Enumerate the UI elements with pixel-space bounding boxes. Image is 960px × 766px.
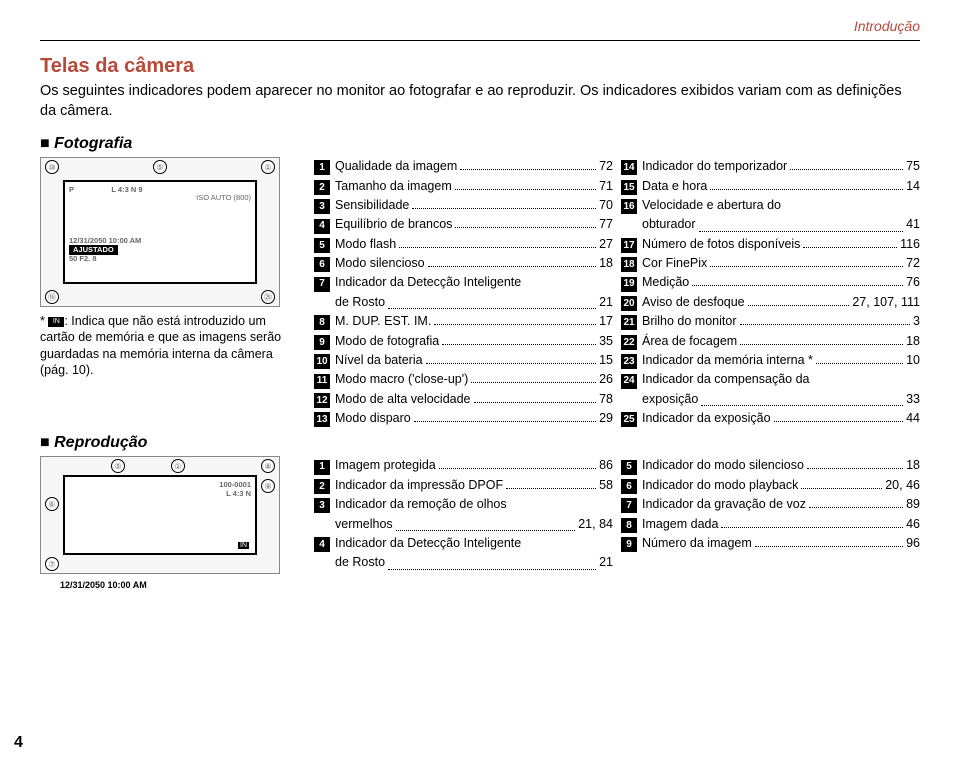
legend-row: 24Indicador da compensação da	[621, 370, 920, 389]
legend-row: 7Indicador da Detecção Inteligente	[314, 273, 613, 292]
legend-row: 10Nível da bateria15	[314, 351, 613, 370]
legend-row: 5Modo flash27	[314, 235, 613, 254]
legend-row: 17Número de fotos disponíveis116	[621, 235, 920, 254]
legend-row-cont: de Rosto21	[314, 293, 613, 312]
legend-row: 22Área de focagem18	[621, 332, 920, 351]
legend-row: 9Modo de fotografia35	[314, 332, 613, 351]
reproducao-legend: 1Imagem protegida862Indicador da impress…	[314, 456, 920, 590]
legend-col: 5Indicador do modo silencioso186Indicado…	[621, 456, 920, 590]
legend-row: 16Velocidade e abertura do	[621, 196, 920, 215]
legend-row: 9Número da imagem96	[621, 534, 920, 553]
legend-row: 13Modo disparo29	[314, 409, 613, 428]
legend-col: 14Indicador do temporizador7515Data e ho…	[621, 157, 920, 428]
legend-col: 1Imagem protegida862Indicador da impress…	[314, 456, 613, 590]
intro-text: Os seguintes indicadores podem aparecer …	[40, 82, 920, 121]
legend-col: 1Qualidade da imagem722Tamanho da imagem…	[314, 157, 613, 428]
legend-row: 8M. DUP. EST. IM.17	[314, 312, 613, 331]
fotografia-left: P L 4:3 N 9 ISO AUTO (800) 12/31/2050 10…	[40, 157, 300, 428]
fotografia-grid: P L 4:3 N 9 ISO AUTO (800) 12/31/2050 10…	[40, 157, 920, 428]
legend-row: 6Modo silencioso18	[314, 254, 613, 273]
reproducao-timestamp: 12/31/2050 10:00 AM	[60, 580, 300, 590]
fotografia-note: * IN: Indica que não está introduzido um…	[40, 313, 300, 378]
legend-row-cont: vermelhos21, 84	[314, 515, 613, 534]
legend-row: 23Indicador da memória interna *10	[621, 351, 920, 370]
legend-row-cont: de Rosto21	[314, 553, 613, 572]
breadcrumb: Introdução	[40, 18, 920, 34]
legend-row: 7Indicador da gravação de voz89	[621, 495, 920, 514]
reproducao-diagram: 100-0001 L 4:3 N IN ⑤ ① ⑧ ⑥ ⑦ ⑨	[40, 456, 280, 574]
legend-row: 2Tamanho da imagem71	[314, 177, 613, 196]
legend-row: 15Data e hora14	[621, 177, 920, 196]
legend-row: 4Equilíbrio de brancos77	[314, 215, 613, 234]
legend-row: 20Aviso de desfoque27, 107, 111	[621, 293, 920, 312]
legend-row: 3Indicador da remoção de olhos	[314, 495, 613, 514]
legend-row: 1Qualidade da imagem72	[314, 157, 613, 176]
header-rule	[40, 40, 920, 41]
fotografia-legend: 1Qualidade da imagem722Tamanho da imagem…	[314, 157, 920, 428]
reproducao-heading: Reprodução	[40, 434, 920, 452]
legend-row: 3Sensibilidade70	[314, 196, 613, 215]
legend-row: 19Medição76	[621, 273, 920, 292]
legend-row: 8Imagem dada46	[621, 515, 920, 534]
legend-row: 1Imagem protegida86	[314, 456, 613, 475]
legend-row-cont: exposição33	[621, 390, 920, 409]
page-title: Telas da câmera	[40, 55, 920, 78]
reproducao-left: 100-0001 L 4:3 N IN ⑤ ① ⑧ ⑥ ⑦ ⑨ 12/31/20…	[40, 456, 300, 590]
legend-row: 5Indicador do modo silencioso18	[621, 456, 920, 475]
reproducao-grid: 100-0001 L 4:3 N IN ⑤ ① ⑧ ⑥ ⑦ ⑨ 12/31/20…	[40, 456, 920, 590]
page-number: 4	[14, 734, 23, 752]
fotografia-heading: Fotografia	[40, 135, 920, 153]
legend-row: 6Indicador do modo playback20, 46	[621, 476, 920, 495]
legend-row-cont: obturador41	[621, 215, 920, 234]
legend-row: 11Modo macro ('close-up')26	[314, 370, 613, 389]
legend-row: 25Indicador da exposição44	[621, 409, 920, 428]
legend-row: 2Indicador da impressão DPOF58	[314, 476, 613, 495]
legend-row: 21Brilho do monitor3	[621, 312, 920, 331]
legend-row: 4Indicador da Detecção Inteligente	[314, 534, 613, 553]
legend-row: 12Modo de alta velocidade78	[314, 390, 613, 409]
legend-row: 14Indicador do temporizador75	[621, 157, 920, 176]
legend-row: 18Cor FinePix72	[621, 254, 920, 273]
fotografia-diagram: P L 4:3 N 9 ISO AUTO (800) 12/31/2050 10…	[40, 157, 280, 307]
